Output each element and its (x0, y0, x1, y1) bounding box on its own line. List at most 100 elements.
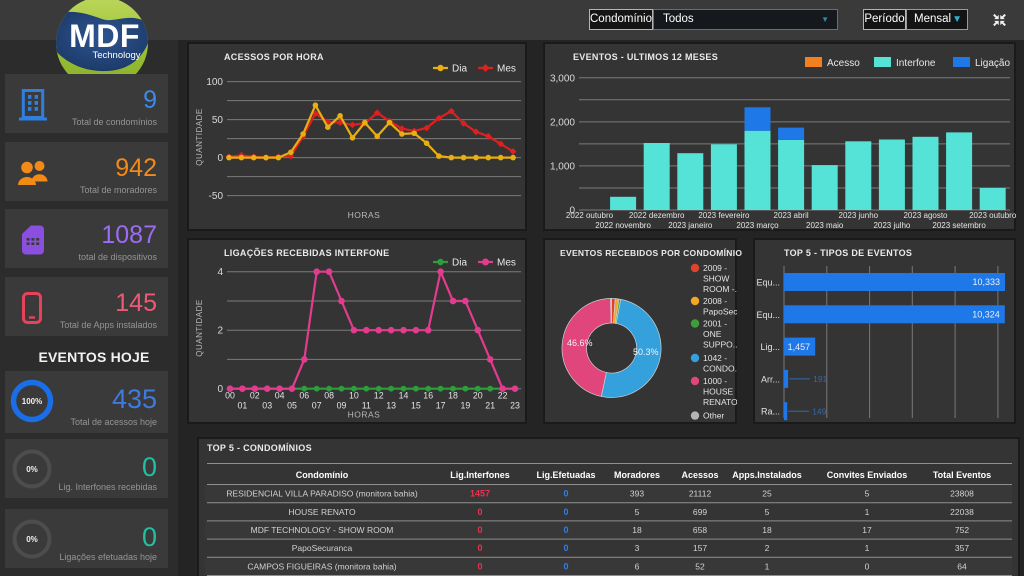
svg-text:50: 50 (212, 115, 224, 126)
svg-text:MDF TECHNOLOGY - SHOW ROOM: MDF TECHNOLOGY - SHOW ROOM (251, 525, 394, 535)
svg-text:2023 outubro: 2023 outubro (969, 211, 1016, 220)
svg-text:18: 18 (448, 391, 458, 401)
svg-text:17: 17 (862, 525, 872, 535)
svg-text:2001 -: 2001 - (703, 319, 727, 329)
svg-text:2,000: 2,000 (550, 117, 575, 128)
svg-text:07: 07 (312, 401, 322, 411)
svg-text:0: 0 (563, 489, 568, 499)
svg-text:2023 agosto: 2023 agosto (903, 211, 948, 220)
svg-text:18: 18 (762, 525, 772, 535)
svg-text:21: 21 (485, 401, 495, 411)
svg-text:6: 6 (635, 561, 640, 571)
svg-text:2023 janeiro: 2023 janeiro (668, 221, 713, 230)
svg-text:0: 0 (217, 153, 223, 164)
svg-text:2: 2 (217, 326, 223, 337)
svg-text:RESIDENCIAL VILLA PARADISO (mo: RESIDENCIAL VILLA PARADISO (monitora bah… (226, 489, 417, 499)
svg-text:Ra...: Ra... (761, 407, 780, 417)
svg-text:357: 357 (955, 543, 969, 553)
svg-text:20: 20 (473, 391, 483, 401)
svg-text:Apps.Instalados: Apps.Instalados (732, 470, 802, 480)
svg-text:2023 fevereiro: 2023 fevereiro (698, 211, 750, 220)
svg-text:1: 1 (865, 543, 870, 553)
svg-text:Acessos: Acessos (681, 470, 718, 480)
svg-text:0: 0 (477, 543, 482, 553)
svg-text:Dia: Dia (452, 258, 467, 269)
svg-text:MDF: MDF (69, 18, 140, 54)
svg-text:03: 03 (262, 401, 272, 411)
svg-text:1457: 1457 (470, 489, 490, 499)
svg-text:19: 19 (461, 401, 471, 411)
svg-text:23808: 23808 (950, 489, 974, 499)
svg-text:QUANTIDADE: QUANTIDADE (195, 299, 204, 356)
svg-text:14: 14 (399, 391, 409, 401)
svg-text:0: 0 (563, 543, 568, 553)
svg-text:17: 17 (436, 401, 446, 411)
svg-text:22038: 22038 (950, 507, 974, 517)
svg-text:01: 01 (238, 401, 248, 411)
svg-text:16: 16 (423, 391, 433, 401)
svg-text:13: 13 (386, 401, 396, 411)
svg-text:191: 191 (813, 374, 827, 384)
svg-text:52: 52 (695, 561, 705, 571)
svg-text:RENATO: RENATO (703, 397, 737, 407)
svg-text:Dia: Dia (452, 64, 467, 75)
svg-text:21112: 21112 (689, 489, 712, 499)
svg-text:393: 393 (630, 489, 644, 499)
svg-text:-50: -50 (209, 191, 224, 202)
svg-text:00: 00 (225, 391, 235, 401)
svg-text:25: 25 (762, 489, 772, 499)
svg-text:10,333: 10,333 (972, 277, 1000, 287)
svg-text:1,457: 1,457 (788, 342, 811, 352)
svg-text:05: 05 (287, 401, 297, 411)
svg-text:PapoSecuranca: PapoSecuranca (292, 543, 353, 553)
svg-text:Ligação: Ligação (975, 58, 1010, 69)
svg-text:SHOW: SHOW (703, 273, 729, 283)
svg-text:Convites Enviados: Convites Enviados (827, 470, 908, 480)
svg-text:3,000: 3,000 (550, 73, 575, 84)
svg-text:Equ...: Equ... (756, 310, 780, 320)
svg-text:11: 11 (362, 401, 371, 411)
svg-text:1042 -: 1042 - (703, 353, 727, 363)
svg-text:Technology: Technology (92, 50, 140, 61)
svg-text:09: 09 (337, 401, 347, 411)
svg-text:08: 08 (324, 391, 334, 401)
svg-text:Interfone: Interfone (896, 58, 936, 69)
svg-text:157: 157 (693, 543, 707, 553)
svg-text:0%: 0% (26, 465, 38, 474)
svg-text:ONE: ONE (703, 329, 722, 339)
svg-text:0: 0 (563, 561, 568, 571)
svg-text:10,324: 10,324 (972, 310, 1000, 320)
svg-text:Total Eventos: Total Eventos (933, 470, 991, 480)
svg-text:2: 2 (765, 543, 770, 553)
svg-text:Equ...: Equ... (756, 278, 780, 288)
svg-text:CAMPOS FIGUEIRAS (monitora bah: CAMPOS FIGUEIRAS (monitora bahia) (247, 561, 396, 571)
svg-text:4: 4 (217, 267, 223, 278)
svg-text:5: 5 (865, 489, 870, 499)
svg-text:Lig.Efetuadas: Lig.Efetuadas (536, 470, 595, 480)
svg-text:1,000: 1,000 (550, 161, 575, 172)
svg-text:QUANTIDADE: QUANTIDADE (195, 108, 204, 165)
svg-text:0: 0 (477, 525, 482, 535)
svg-text:1: 1 (765, 561, 770, 571)
svg-text:Moradores: Moradores (614, 470, 660, 480)
svg-text:Condomínio: Condomínio (296, 470, 349, 480)
svg-text:1: 1 (865, 507, 870, 517)
svg-text:46.6%: 46.6% (567, 338, 593, 348)
svg-text:15: 15 (411, 401, 421, 411)
svg-text:2023 julho: 2023 julho (873, 221, 910, 230)
svg-text:02: 02 (250, 391, 260, 401)
svg-text:5: 5 (635, 507, 640, 517)
svg-text:HOUSE: HOUSE (703, 386, 734, 396)
svg-text:Other: Other (703, 411, 724, 421)
svg-text:149: 149 (812, 406, 826, 416)
svg-text:3: 3 (635, 543, 640, 553)
svg-text:Mes: Mes (497, 64, 516, 75)
svg-text:1000 -: 1000 - (703, 376, 727, 386)
svg-text:2023 março: 2023 março (736, 221, 779, 230)
svg-text:50.3%: 50.3% (633, 347, 659, 357)
svg-text:ROOM -...: ROOM -... (703, 284, 737, 294)
svg-text:12: 12 (374, 391, 384, 401)
svg-text:752: 752 (955, 525, 969, 535)
svg-text:0: 0 (563, 507, 568, 517)
svg-text:0: 0 (865, 561, 870, 571)
